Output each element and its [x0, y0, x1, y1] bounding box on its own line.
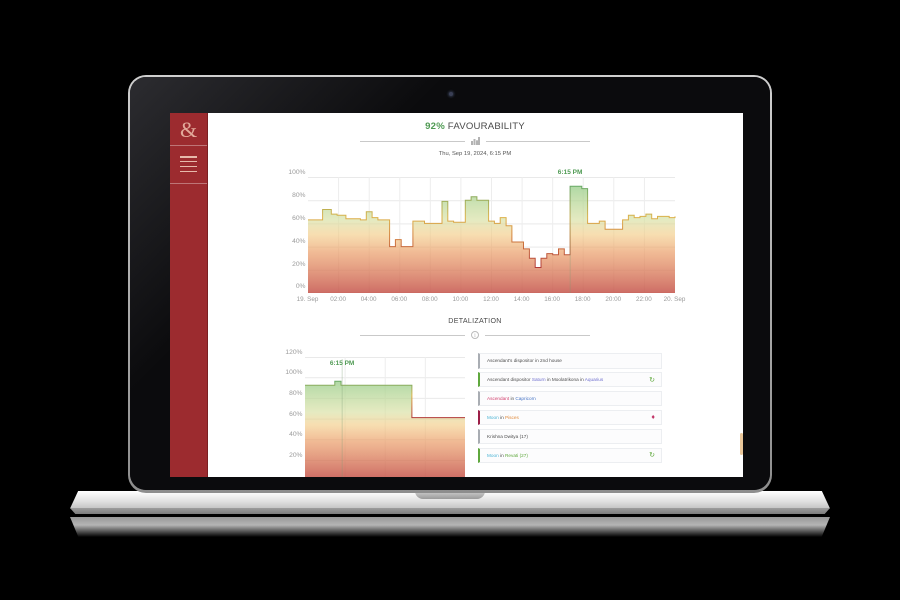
svg-text:6:15 PM: 6:15 PM — [557, 169, 582, 176]
svg-text:6:15 PM: 6:15 PM — [329, 360, 354, 367]
